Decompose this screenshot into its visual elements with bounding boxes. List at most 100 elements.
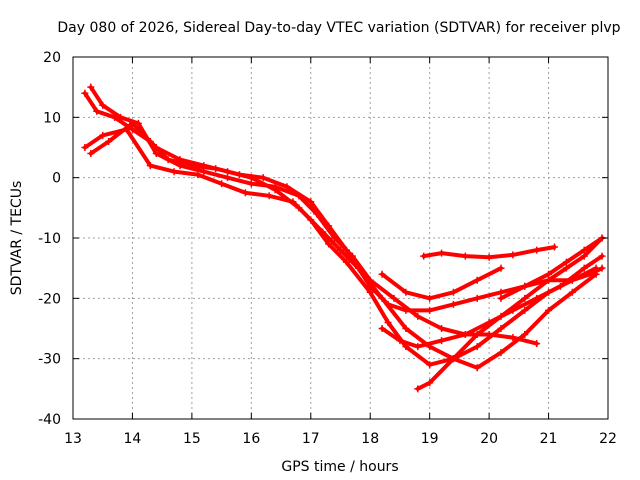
data-point-plus (325, 240, 333, 248)
data-point-plus (176, 162, 184, 170)
data-point-plus (414, 343, 422, 351)
x-tick-label: 21 (540, 431, 558, 447)
series-track-7 (420, 243, 558, 261)
data-point-plus (533, 246, 541, 254)
data-point-plus (402, 288, 410, 296)
data-point-plus (342, 258, 350, 266)
x-tick-label: 20 (480, 431, 498, 447)
x-axis-label: GPS time / hours (281, 459, 398, 475)
data-point-plus (497, 325, 505, 332)
data-point-plus (521, 294, 529, 302)
data-point-plus (497, 312, 505, 320)
data-point-plus (586, 270, 594, 278)
data-point-plus (545, 288, 553, 296)
data-point-plus (146, 162, 154, 170)
data-point-plus (265, 192, 273, 200)
data-point-plus (366, 288, 374, 296)
data-point-plus (509, 251, 517, 259)
data-point-plus (568, 276, 576, 284)
data-point-plus (473, 331, 481, 339)
y-tick-label: -20 (38, 291, 61, 307)
data-point-plus (509, 334, 517, 342)
data-point-plus (545, 276, 553, 284)
series-line (82, 91, 605, 313)
data-point-plus (194, 171, 202, 179)
data-point-plus (93, 107, 101, 115)
y-tick-label: 0 (52, 171, 61, 187)
data-point-plus (378, 325, 386, 332)
data-point-plus (200, 162, 208, 170)
data-point-plus (200, 168, 208, 176)
y-tick-label: 10 (43, 110, 61, 126)
data-point-plus (426, 361, 434, 369)
y-tick-label: -30 (38, 352, 61, 368)
data-point-plus (473, 364, 481, 372)
data-point-plus (497, 264, 505, 272)
data-point-plus (99, 101, 107, 109)
data-point-plus (134, 119, 142, 127)
data-point-plus (580, 264, 588, 272)
data-point-plus (117, 113, 125, 121)
data-point-plus (449, 355, 457, 363)
data-point-plus (420, 252, 428, 260)
data-point-plus (313, 210, 321, 218)
data-point-plus (307, 198, 315, 206)
series-line (82, 127, 599, 367)
x-tick-label: 14 (124, 431, 142, 447)
data-point-plus (295, 204, 303, 212)
data-point-plus (598, 252, 606, 260)
x-tick-label: 16 (242, 431, 260, 447)
data-point-plus (438, 337, 446, 345)
y-tick-label: 20 (43, 50, 61, 66)
series-line (415, 236, 605, 391)
series-track-1 (81, 89, 606, 314)
data-point-plus (449, 288, 457, 296)
data-point-plus (562, 258, 570, 266)
data-point-plus (521, 331, 529, 339)
data-point-plus (295, 192, 303, 200)
data-point-plus (402, 325, 410, 332)
series-line (499, 266, 605, 301)
data-point-plus (521, 306, 529, 314)
data-point-plus (580, 252, 588, 260)
data-point-plus (426, 306, 434, 314)
data-point-plus (128, 119, 136, 127)
series-line (380, 326, 539, 349)
data-point-plus (152, 150, 160, 158)
y-axis-label: SDTVAR / TECUs (9, 181, 25, 296)
x-tick-label: 13 (64, 431, 82, 447)
data-point-plus (152, 144, 160, 151)
series-track-5 (378, 325, 541, 351)
data-point-plus (224, 174, 232, 182)
data-point-plus (497, 294, 505, 302)
data-point-plus (283, 183, 291, 191)
data-point-plus (473, 276, 481, 284)
data-point-plus (259, 174, 267, 182)
data-point-plus (473, 343, 481, 351)
data-point-plus (414, 385, 422, 393)
x-tick-label: 22 (599, 431, 617, 447)
data-point-plus (473, 294, 481, 302)
data-point-plus (521, 282, 529, 290)
data-point-plus (81, 144, 89, 151)
series-line (380, 266, 503, 301)
data-point-plus (241, 189, 249, 197)
axis-layer: 13 14 15 16 17 18 19 20 21 22 -40 -30 -20 -10 0 10 20 (38, 50, 617, 447)
data-point-plus (426, 379, 434, 387)
data-point-plus (390, 294, 398, 302)
series-track-8 (378, 264, 505, 302)
data-point-plus (87, 150, 95, 158)
x-tick-label: 17 (302, 431, 320, 447)
data-point-plus (497, 288, 505, 296)
x-tick-label: 19 (421, 431, 439, 447)
data-point-plus (337, 246, 344, 254)
data-point-plus (247, 174, 255, 182)
data-point-plus (551, 243, 558, 251)
data-point-plus (128, 125, 136, 133)
data-point-plus (485, 253, 493, 261)
x-tick-label: 18 (361, 431, 379, 447)
data-point-plus (533, 340, 541, 348)
data-point-plus (545, 306, 553, 314)
data-point-plus (580, 246, 588, 254)
